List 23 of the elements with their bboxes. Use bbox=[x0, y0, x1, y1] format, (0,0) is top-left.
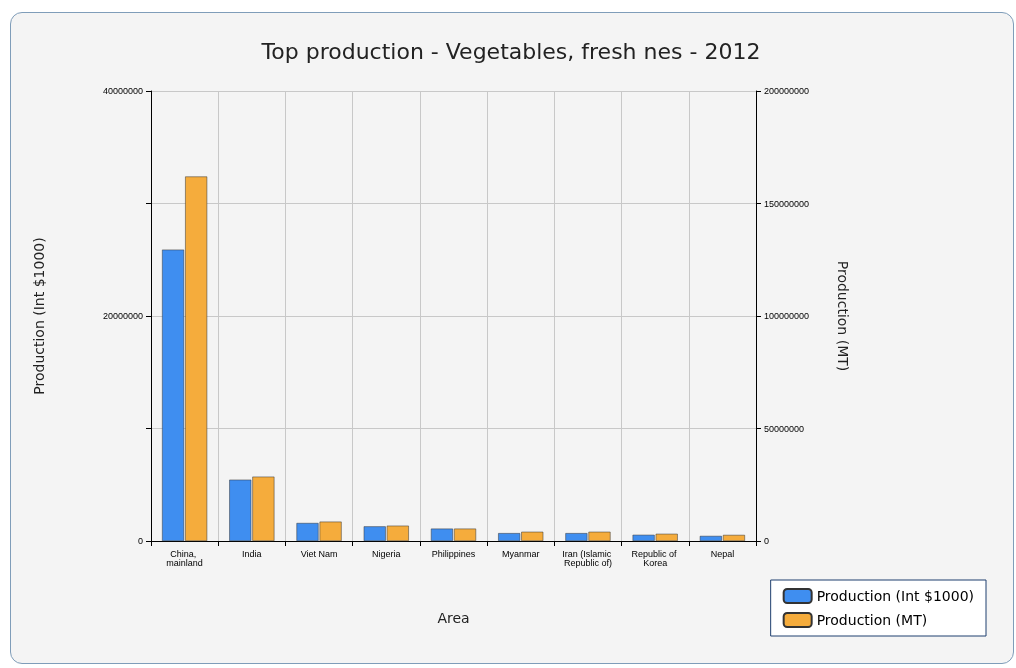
x-tick-label: Myanmar bbox=[501, 548, 540, 559]
x-tick-label: Iran (Islamic Republic of) bbox=[562, 548, 614, 568]
x-tick-label: Republic of Korea bbox=[631, 548, 679, 568]
x-tick-label: Nigeria bbox=[372, 548, 401, 559]
x-axis-title: Area bbox=[437, 610, 470, 626]
y2-tick-label: 100000000 bbox=[764, 311, 810, 321]
y2-axis-title: Production (MT) bbox=[835, 260, 851, 372]
y-tick-label: 40000000 bbox=[102, 86, 143, 96]
y2-tick-label: 200000000 bbox=[764, 86, 810, 96]
x-tick-label: Viet Nam bbox=[300, 548, 338, 559]
y2-tick-label: 50000000 bbox=[764, 423, 805, 434]
y2-tick-label: 150000000 bbox=[764, 198, 810, 209]
y-tick-label: 0 bbox=[137, 536, 143, 546]
y-tick-label: 20000000 bbox=[102, 311, 143, 321]
legend-label: Production (MT) bbox=[816, 612, 928, 628]
y2-tick-label: 0 bbox=[764, 536, 770, 546]
chart-title: Top production - Vegetables, fresh nes - 2012 bbox=[260, 38, 761, 64]
legend-label: Production (Int $1000) bbox=[816, 588, 975, 604]
x-tick-label: China, mainland bbox=[166, 548, 203, 568]
x-tick-label: India bbox=[242, 548, 262, 559]
y-axis-title: Production (Int $1000) bbox=[31, 237, 47, 395]
x-tick-label: Nepal bbox=[710, 548, 735, 559]
x-tick-label: Philippines bbox=[431, 548, 476, 559]
